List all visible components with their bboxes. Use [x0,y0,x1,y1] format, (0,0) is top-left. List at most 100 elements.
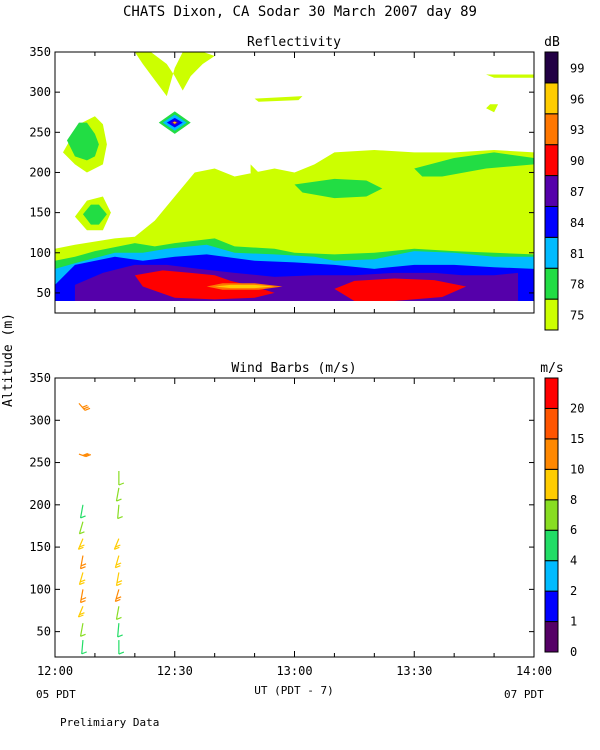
wind-barb-flag [84,453,90,457]
reflectivity-contour-78 [66,122,99,161]
reflectivity-colorbar-label: 87 [570,185,584,199]
wind-colorbar-label: 0 [570,645,577,659]
reflectivity-colorbar-swatch [544,113,559,146]
wind-y-tick-label: 250 [29,456,51,470]
wind-colorbar-label: 20 [570,401,584,415]
wind-barb [115,487,122,502]
wind-colorbar: 0 1 2 4 6 8 10 15 20 [544,377,584,659]
wind-barb [79,623,86,637]
wind-y-tick-label: 50 [37,625,51,639]
wind-barb-flag [117,516,123,520]
wind-colorbar-swatch [544,438,559,470]
wind-x-tick-label: 12:00 [37,664,73,678]
wind-colorbar-label: 4 [570,554,577,568]
wind-barb-flag [81,651,87,655]
reflectivity-colorbar-label: 96 [570,92,584,106]
wind-barb [77,606,85,618]
reflectivity-colorbar-swatch [544,144,559,177]
wind-y-tick-label: 150 [29,540,51,554]
wind-y-tick-label: 200 [29,498,51,512]
footnote: Prelimiary Data [60,716,159,729]
wind-barb [78,521,85,535]
wind-barb-flag [116,498,122,502]
wind-barb-flag [115,562,122,566]
wind-barb-flag [82,404,88,408]
reflectivity-y-tick-label: 150 [29,206,51,220]
reflectivity-colorbar-swatch [544,236,559,269]
wind-x-tick-label: 13:00 [276,664,312,678]
left-date-label: 05 PDT [36,688,76,701]
reflectivity-contour-78 [82,204,107,225]
reflectivity-contour-90 [134,270,275,300]
reflectivity-contour-75 [254,96,303,102]
wind-barb-flag [118,482,125,486]
x-axis-label: UT (PDT - 7) [254,684,333,697]
wind-barb [79,555,87,570]
wind-barb [81,640,87,655]
wind-colorbar-swatch [544,407,559,440]
wind-barb [78,572,86,586]
reflectivity-y-tick-label: 250 [29,125,51,139]
wind-barb-shaft [78,572,84,585]
reflectivity-colorbar: 75 78 81 84 87 90 93 96 99 [544,51,584,331]
reflectivity-contour-96 [172,121,177,124]
reflectivity-y-tick-label: 300 [29,85,51,99]
reflectivity-contour-75 [250,164,259,183]
reflectivity-contour-75 [486,104,499,113]
wind-barb-flag [80,563,87,567]
wind-barb-flag [79,531,85,535]
y-axis-label: Altitude (m) [1,313,16,407]
reflectivity-title: Reflectivity [247,35,341,50]
wind-barb-shaft [78,521,84,535]
wind-barb-shaft [77,538,84,550]
wind-barb-flag [78,614,84,618]
wind-barb [117,504,123,520]
wind-barb-shaft [113,538,120,550]
wind-barb-flag [84,407,91,411]
wind-x-tick-label: 12:30 [157,664,193,678]
wind-y-tick-label: 350 [29,371,51,385]
reflectivity-contours [55,52,534,301]
wind-colorbar-label: 6 [570,523,577,537]
wind-barb-shaft [115,606,120,620]
reflectivity-colorbar-label: 81 [570,247,584,261]
wind-y-tick-label: 100 [29,582,51,596]
wind-barb-shaft [79,589,84,603]
wind-x-tick-label: 13:30 [396,664,432,678]
wind-barb [113,538,121,550]
wind-colorbar-swatch [544,377,559,409]
reflectivity-colorbar-label: 93 [570,123,584,137]
reflectivity-y-tick-label: 200 [29,165,51,179]
wind-colorbar-swatch [544,529,559,562]
wind-barb-shaft [115,572,120,586]
wind-barb [118,471,125,486]
wind-barb-shaft [114,555,120,568]
wind-barb-shaft [77,606,84,618]
wind-colorbar-label: 10 [570,462,584,476]
reflectivity-colorbar-swatch [544,82,559,115]
wind-barb-flag [79,582,85,586]
reflectivity-contour-78 [294,178,383,199]
wind-barb-flag [116,580,123,584]
wind-barb [79,504,86,519]
wind-barb-flag [78,546,84,550]
right-date-label: 07 PDT [504,688,544,701]
wind-barb [78,452,92,458]
wind-colorbar-label: 15 [570,432,584,446]
wind-barb-shaft [79,504,84,519]
figure-title: CHATS Dixon, CA Sodar 30 March 2007 day … [123,4,477,20]
wind-barbs [77,402,125,655]
wind-barb-shaft [117,623,120,638]
wind-barb-shaft [79,555,84,569]
wind-colorbar-swatch [544,499,559,531]
wind-barbs-panel: Wind Barbs (m/s) m/s 5010015020025030035… [29,361,584,678]
wind-barb-flag [118,651,125,655]
reflectivity-contour-75 [134,52,215,97]
reflectivity-y-tick-label: 50 [37,286,51,300]
reflectivity-contour-75 [486,74,534,78]
reflectivity-contour-96 [214,284,275,289]
wind-y-tick-label: 300 [29,413,51,427]
wind-colorbar-unit: m/s [540,361,563,376]
